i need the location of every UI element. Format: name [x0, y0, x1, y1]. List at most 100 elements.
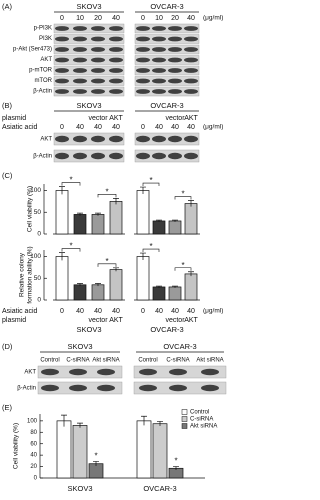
blot [134, 149, 200, 163]
plasmid-name: vector [165, 115, 185, 122]
dose-label: 40 [171, 124, 179, 131]
panel-label: (A) [2, 2, 13, 11]
significance-mark: * [105, 187, 108, 196]
unit-label: (μg/ml) [203, 15, 223, 22]
plasmid-name: AKT [184, 317, 198, 324]
dose-label: 40 [187, 308, 195, 315]
dose-label: 40 [112, 308, 120, 315]
error-bar [157, 421, 163, 426]
plasmid-label: plasmid [2, 317, 26, 324]
error-bar [173, 466, 179, 470]
band [91, 152, 105, 160]
band [152, 47, 166, 52]
plasmid-name: AKT [184, 115, 198, 122]
band [136, 135, 150, 143]
lane-label: Control [40, 358, 59, 364]
dose-label: 0 [141, 124, 145, 131]
band [201, 368, 219, 376]
band [55, 135, 69, 143]
blot [53, 55, 125, 65]
dose-label: 0 [60, 124, 64, 131]
error-bar [172, 285, 178, 288]
band [91, 47, 105, 52]
band [136, 68, 150, 73]
band [184, 152, 198, 160]
bar [109, 269, 123, 301]
band [184, 68, 198, 73]
band [136, 152, 150, 160]
bar [55, 190, 69, 235]
blot [53, 76, 125, 86]
error-bar [113, 267, 119, 272]
dose-label: 40 [155, 124, 163, 131]
row-label: AKT [24, 370, 36, 376]
error-bar [188, 200, 194, 207]
plasmid-name: vector [165, 317, 185, 324]
error-bar [140, 186, 146, 194]
band [109, 57, 123, 63]
blot [134, 55, 200, 65]
band [55, 47, 69, 52]
dose-label: 20 [94, 15, 102, 22]
row-label: β-Actin [33, 154, 52, 160]
band [136, 78, 150, 84]
y-tick-label: 50 [34, 275, 42, 282]
band [168, 89, 182, 94]
dose-label: 40 [76, 124, 84, 131]
y-tick-label: 0 [34, 476, 38, 482]
dose-label: 40 [76, 308, 84, 315]
band [152, 57, 166, 63]
error-bar [113, 197, 119, 205]
band [109, 78, 123, 84]
band [152, 152, 166, 160]
band [184, 57, 198, 63]
lane-label: Akt siRNA [92, 358, 119, 364]
blot [53, 86, 125, 97]
bar [91, 214, 105, 235]
bar [152, 423, 168, 479]
plasmid-name: AKT [109, 317, 123, 324]
dose-label: 20 [171, 15, 179, 22]
dose-label: 40 [187, 124, 195, 131]
band [152, 26, 166, 31]
error-bar [61, 414, 67, 427]
significance-mark: * [69, 176, 72, 185]
error-bar [59, 186, 65, 195]
x-tick-label: SKOV3 [67, 484, 92, 493]
error-bar [95, 283, 101, 287]
band [91, 57, 105, 63]
significance-bracket [174, 267, 192, 271]
legend-swatch [181, 409, 188, 415]
bar [73, 284, 87, 301]
bar [136, 420, 152, 479]
band [41, 384, 59, 392]
significance-mark: * [69, 242, 72, 251]
band [184, 135, 198, 143]
significance-mark: * [181, 190, 184, 199]
significance-bracket [142, 182, 160, 187]
dose-label: 40 [112, 124, 120, 131]
legend-label: Akt siRNA [190, 424, 217, 430]
figure: (A) SKOV3 OVCAR-3 0 10 20 40 0 10 20 40 (μg/ml) p-PI… [2, 2, 227, 493]
band [168, 68, 182, 73]
row-label: β-Actin [33, 89, 52, 95]
blot [134, 34, 200, 44]
cell-line-label: OVCAR-3 [163, 342, 196, 351]
band [168, 78, 182, 84]
band [73, 36, 87, 42]
band [152, 68, 166, 73]
panel-label: (C) [2, 171, 13, 180]
band [139, 368, 157, 376]
plasmid-label: plasmid [2, 115, 26, 122]
row-label: AKT [40, 137, 52, 143]
dose-label: 0 [60, 308, 64, 315]
band [69, 368, 87, 376]
error-bar [77, 212, 83, 216]
band [91, 78, 105, 84]
bar [91, 284, 105, 301]
legend-swatch [181, 416, 188, 422]
error-bar [188, 271, 194, 277]
blot [134, 65, 200, 76]
dose-label: 40 [155, 308, 163, 315]
y-tick-label: 50 [34, 209, 42, 216]
